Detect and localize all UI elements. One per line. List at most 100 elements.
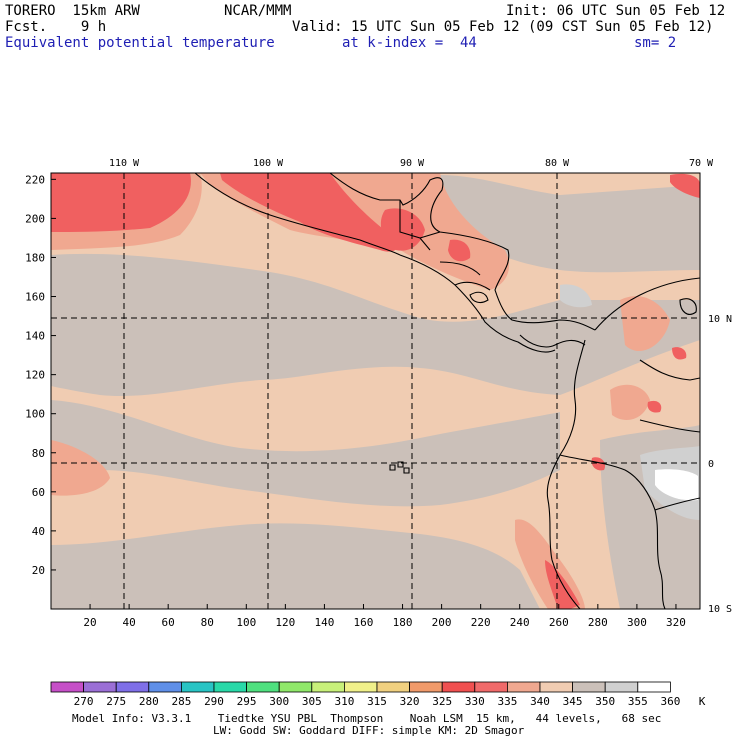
colorbar-label: 310 xyxy=(334,695,354,708)
lon-label-70w: 70 W xyxy=(689,158,714,169)
colorbar-label: 285 xyxy=(171,695,191,708)
forecast-hour: Fcst. 9 h xyxy=(5,19,107,35)
lat-label-10n: 10 N xyxy=(708,314,732,325)
center-name: NCAR/MMM xyxy=(224,3,292,19)
colorbar-label: 345 xyxy=(563,695,583,708)
grey-band-mid xyxy=(51,400,560,507)
x-tick-label: 280 xyxy=(588,616,608,629)
colorbar-swatch xyxy=(311,681,345,693)
colorbar: 270 275 280 285 290 295 300 305 310 315 320 325 330 3… xyxy=(50,681,706,708)
colorbar-swatch xyxy=(180,681,215,693)
colorbar-label: 275 xyxy=(106,695,126,708)
colorbar-swatch xyxy=(213,681,247,693)
init-time: Init: 06 UTC Sun 05 Feb 12 xyxy=(506,3,726,19)
colorbar-label: 280 xyxy=(139,695,159,708)
map-shaded-field xyxy=(51,173,700,609)
x-axis: 20 40 60 80 100 120 140 160 180 200 220 240 260 280 30… xyxy=(83,604,686,629)
colorbar-swatch xyxy=(506,681,541,693)
caribbean-islands xyxy=(469,291,697,315)
colorbar-swatch xyxy=(83,681,117,693)
colorbar-swatch xyxy=(115,681,150,693)
galapagos-islands xyxy=(389,461,410,474)
panama-coast xyxy=(519,334,586,348)
smoothing-info: sm= 2 xyxy=(634,35,677,51)
south-america-pacific-coast xyxy=(546,339,586,609)
x-tick-label: 100 xyxy=(236,616,256,629)
x-tick-label: 160 xyxy=(354,616,374,629)
colorbar-swatch xyxy=(278,681,313,693)
x-tick-label: 260 xyxy=(549,616,569,629)
colorbar-label: 340 xyxy=(530,695,550,708)
x-tick-label: 200 xyxy=(432,616,452,629)
colorbar-swatch xyxy=(376,681,410,693)
brazil-border xyxy=(639,419,700,511)
red-honduras xyxy=(448,239,471,262)
x-tick-label: 180 xyxy=(393,616,413,629)
y-tick-label: 80 xyxy=(32,447,45,460)
colorbar-swatch xyxy=(474,681,508,693)
x-tick-label: 220 xyxy=(471,616,491,629)
colorbar-label: 290 xyxy=(204,695,224,708)
y-tick-label: 120 xyxy=(25,369,45,382)
colorbar-swatch xyxy=(246,681,280,693)
colorbar-swatch xyxy=(539,681,573,693)
red-amazon-spot xyxy=(647,400,662,413)
central-america-pacific-coast xyxy=(399,254,556,353)
model-info-line1: Model Info: V3.3.1 Tiedtke YSU PBL Thomp… xyxy=(72,712,662,725)
colorbar-label: 350 xyxy=(595,695,615,708)
red-mexico-south xyxy=(220,173,398,252)
red-venezuela xyxy=(670,173,700,198)
colorbar-label: 295 xyxy=(237,695,257,708)
grey-band-north xyxy=(51,253,700,397)
lon-label-110w: 110 W xyxy=(109,158,140,169)
colorbar-swatch xyxy=(637,681,671,693)
colorbar-swatch xyxy=(50,681,84,693)
y-tick-label: 220 xyxy=(25,173,45,186)
x-tick-label: 40 xyxy=(122,616,135,629)
central-america-caribbean-coast xyxy=(329,173,596,331)
x-tick-label: 120 xyxy=(275,616,295,629)
lon-label-90w: 90 W xyxy=(400,158,425,169)
colombia-venezuela-border xyxy=(594,277,700,381)
mexico-pacific-coast xyxy=(194,173,401,256)
colorbar-swatch xyxy=(409,681,443,693)
red-colombia-spot xyxy=(672,347,687,360)
colorbar-label: 330 xyxy=(465,695,485,708)
y-tick-label: 40 xyxy=(32,525,45,538)
colorbar-label: 360 xyxy=(660,695,680,708)
y-tick-label: 60 xyxy=(32,486,45,499)
x-tick-label: 320 xyxy=(666,616,686,629)
salmon-west-lat0 xyxy=(51,440,110,496)
colorbar-label: 305 xyxy=(302,695,322,708)
lon-label-100w: 100 W xyxy=(253,158,284,169)
colorbar-label: 325 xyxy=(432,695,452,708)
y-tick-label: 160 xyxy=(25,291,45,304)
lat-label-0: 0 xyxy=(708,459,714,470)
model-info-line2: LW: Godd SW: Goddard DIFF: simple KM: 2D… xyxy=(213,724,525,737)
colorbar-unit: K xyxy=(699,695,706,708)
latitude-labels: 10 N 0 10 S xyxy=(708,314,732,615)
colorbar-label: 315 xyxy=(367,695,387,708)
x-tick-label: 20 xyxy=(83,616,96,629)
lat-label-10s: 10 S xyxy=(708,604,732,615)
valid-time: Valid: 15 UTC Sun 05 Feb 12 (09 CST Sun … xyxy=(292,19,714,35)
y-tick-label: 20 xyxy=(32,564,45,577)
x-tick-label: 300 xyxy=(627,616,647,629)
y-tick-label: 180 xyxy=(25,251,45,264)
guatemala-border xyxy=(399,200,441,251)
y-tick-label: 200 xyxy=(25,212,45,225)
salmon-amazon xyxy=(610,384,650,420)
y-tick-label: 100 xyxy=(25,408,45,421)
colorbar-swatch xyxy=(343,681,378,693)
colorbar-swatch xyxy=(441,681,476,693)
honduras-border xyxy=(439,261,491,291)
level-info: at k-index = 44 xyxy=(342,35,477,51)
white-patch xyxy=(655,469,698,501)
y-axis: 20 40 60 80 100 120 140 160 180 200 220 xyxy=(25,173,56,577)
red-ecuador-spot xyxy=(591,457,606,471)
colorbar-label: 320 xyxy=(400,695,420,708)
lat-lon-grid xyxy=(51,173,700,609)
longitude-labels: 110 W 100 W 90 W 80 W 70 W xyxy=(109,158,714,169)
colorbar-swatch xyxy=(604,681,639,693)
